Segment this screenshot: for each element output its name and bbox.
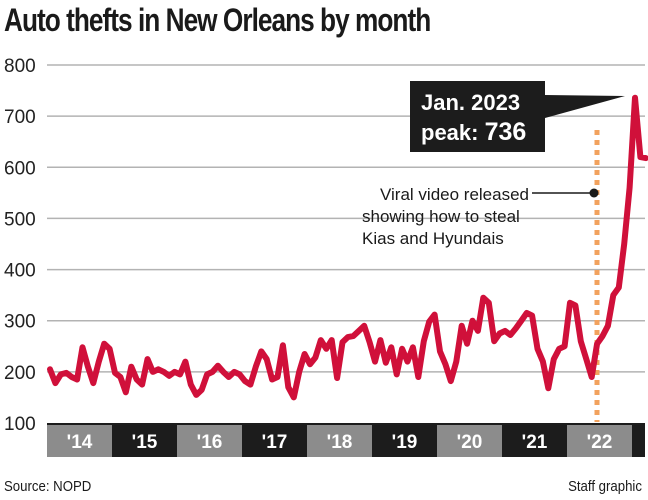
callout-pointer <box>545 95 625 118</box>
year-band <box>177 425 242 457</box>
callout-box <box>410 81 545 152</box>
year-band <box>112 425 177 457</box>
y-tick-label: 400 <box>4 261 36 282</box>
year-band <box>437 425 502 457</box>
event-annotation: Viral video released showing how to stea… <box>362 185 599 248</box>
x-tick-label: '19 <box>392 432 418 453</box>
x-tick-label: '21 <box>522 432 548 453</box>
x-tick-label: '14 <box>67 432 93 453</box>
x-tick-label: '22 <box>587 432 613 453</box>
x-tick-label: '20 <box>457 432 483 453</box>
x-tick-label: '17 <box>262 432 288 453</box>
callout-line1: Jan. 2023 <box>421 90 520 115</box>
source-note: Source: NOPD <box>4 478 92 495</box>
year-band <box>242 425 307 457</box>
peak-callout: Jan. 2023 peak: 736 <box>410 81 625 152</box>
x-tick-label: '18 <box>327 432 353 453</box>
event-text-line3: Kias and Hyundais <box>362 229 504 248</box>
year-band <box>502 425 567 457</box>
y-tick-label: 100 <box>4 414 36 435</box>
x-tick-label: '15 <box>132 432 158 453</box>
year-band <box>47 425 112 457</box>
data-line <box>47 94 648 401</box>
y-tick-label: 600 <box>4 158 36 179</box>
credit-note: Staff graphic <box>568 478 642 495</box>
y-tick-label: 500 <box>4 209 36 230</box>
event-text-line2: showing how to steal <box>362 207 520 226</box>
event-text-line1: Viral video released <box>380 185 529 204</box>
y-tick-label: 300 <box>4 312 36 333</box>
callout-line2: peak: 736 <box>421 118 526 146</box>
year-band <box>307 425 372 457</box>
year-band <box>372 425 437 457</box>
year-axis-bands: '14 '15 '16 '17 '18 '19 '20 '21 '22 <box>47 423 645 457</box>
y-tick-label: 200 <box>4 363 36 384</box>
year-band <box>567 425 632 457</box>
x-tick-label: '16 <box>197 432 223 453</box>
y-tick-label: 800 <box>4 56 36 77</box>
event-dot <box>589 188 599 198</box>
chart-title: Auto thefts in New Orleans by month <box>4 2 431 38</box>
y-axis-ticks: 100 200 300 400 500 600 700 800 <box>4 56 36 435</box>
y-tick-label: 700 <box>4 107 36 128</box>
